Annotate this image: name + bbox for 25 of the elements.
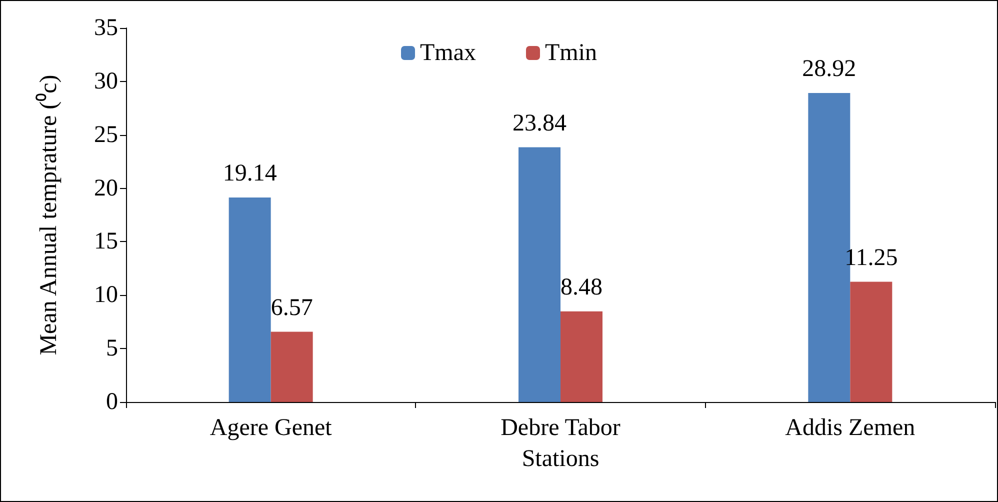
bar bbox=[850, 282, 892, 402]
y-tick-label: 30 bbox=[94, 68, 118, 94]
y-tick-label: 25 bbox=[94, 122, 118, 148]
data-label: 23.84 bbox=[512, 110, 566, 136]
bar bbox=[560, 311, 602, 402]
bar bbox=[270, 332, 313, 402]
data-label: 19.14 bbox=[222, 160, 277, 186]
y-tick-label: 35 bbox=[94, 15, 118, 41]
y-axis-title: Mean Annual temprature (⁰c) bbox=[35, 74, 62, 356]
y-tick-label: 0 bbox=[106, 389, 118, 415]
y-tick-label: 15 bbox=[94, 228, 118, 255]
x-tick-label: Agere Genet bbox=[210, 415, 332, 441]
legend-label: Tmax bbox=[420, 40, 476, 66]
y-tick-label: 10 bbox=[94, 282, 118, 308]
data-label: 8.48 bbox=[560, 274, 602, 300]
data-label: 6.57 bbox=[270, 294, 313, 321]
y-tick-label: 20 bbox=[94, 175, 118, 202]
x-tick-label: Debre Tabor bbox=[500, 415, 620, 441]
bar bbox=[518, 147, 560, 402]
bar bbox=[228, 197, 271, 402]
data-label: 28.92 bbox=[802, 56, 856, 82]
x-tick-label: Addis Zemen bbox=[785, 415, 916, 441]
x-axis-title: Stations bbox=[522, 446, 600, 472]
y-tick-label: 5 bbox=[106, 336, 118, 362]
legend-label: Tmin bbox=[544, 40, 597, 66]
